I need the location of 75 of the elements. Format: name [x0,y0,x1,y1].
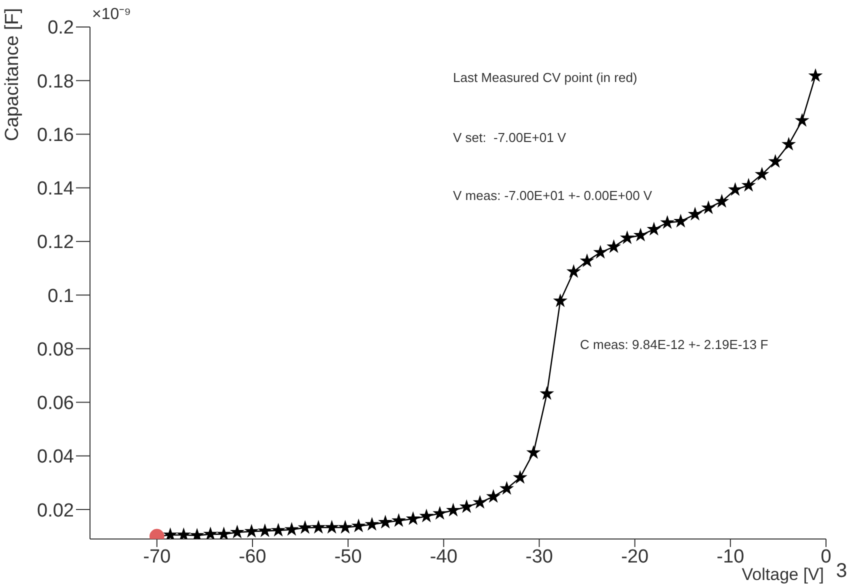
point [312,521,325,533]
x-tick-label: -20 [621,546,649,568]
point [487,490,500,502]
point [190,529,204,539]
x-tick-label: -40 [430,546,458,568]
point [580,254,594,266]
point [474,496,486,508]
x-tick-label: 0 [820,546,832,568]
annotation: C meas: 9.84E-12 +- 2.19E-13 F [580,337,768,352]
point [272,524,284,536]
y-tick-label: 0.16 [37,124,74,146]
point [434,507,446,519]
x-tick-label: -10 [716,546,744,568]
point [621,231,634,244]
point [379,516,392,528]
point [218,528,230,539]
y-tick-label: 0.06 [37,393,74,414]
point [406,512,420,524]
point [648,222,660,235]
point [782,138,795,150]
point [661,216,674,228]
point [514,471,526,483]
text: ×10⁻⁹ [92,5,131,24]
y-tick-label: 0.08 [37,339,74,360]
point [688,208,702,220]
point [716,195,728,207]
point [258,524,272,536]
point [245,525,258,537]
point [809,69,822,82]
point [204,528,217,539]
point [164,528,176,539]
point [567,265,580,278]
annotation: Last Measured CV point (in red) [453,70,638,85]
point [326,521,338,533]
y-tick-label: 0.02 [37,500,74,522]
y-tick-label: 0.2 [48,18,74,39]
y-tick-label: 0.14 [37,178,74,200]
point [729,183,742,196]
point [756,168,768,180]
y-tick-label: 0.1 [48,286,74,307]
point [286,523,298,535]
point [796,114,808,126]
y-tick-label: 0.12 [37,232,74,254]
point [231,526,244,538]
point [460,500,473,512]
point [177,528,190,539]
point [634,228,647,241]
point [500,482,513,494]
point [769,155,782,167]
point [527,446,540,458]
x-tick-label: -60 [238,546,266,568]
point [540,387,554,400]
x-tick-label: -50 [334,546,362,568]
point [742,178,755,191]
point [392,514,405,526]
x-axis-title: Voltage [V] [742,565,824,584]
point [352,520,365,532]
point [420,510,433,522]
annotation: V meas: -7.00E+01 +- 0.00E+00 V [453,188,652,203]
y-tick-label: 0.18 [37,71,74,92]
y-tick-label: 0.04 [37,446,74,468]
point [447,504,460,516]
point [554,294,566,306]
point [366,518,378,530]
point [674,214,687,227]
point [594,246,607,258]
x-tick-label: -70 [143,546,171,568]
point [608,240,620,252]
x-tick-label: -30 [526,546,553,568]
y-axis-title: Capacitance [F] [2,8,23,142]
annotation: V set: -7.00E+01 V [453,130,566,145]
point [339,521,352,533]
point [298,521,312,534]
text: 3 [836,560,848,583]
point [702,201,715,214]
